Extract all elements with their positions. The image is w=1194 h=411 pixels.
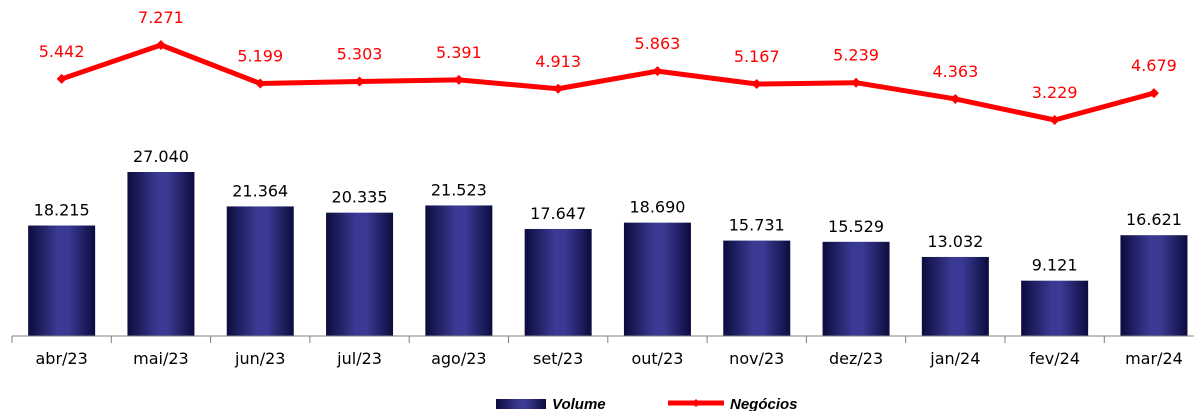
negocios-point: [1148, 88, 1159, 99]
volume-value-label: 20.335: [332, 188, 388, 207]
category-label: out/23: [631, 349, 683, 368]
volume-bar: [226, 206, 294, 336]
category-label: jan/24: [929, 349, 980, 368]
negocios-point: [950, 93, 961, 104]
legend-negocios-marker: [692, 399, 700, 407]
negocios-point: [56, 73, 67, 84]
category-label: fev/24: [1029, 349, 1080, 368]
legend: Volume Negócios: [496, 396, 798, 411]
negocios-point: [652, 66, 663, 77]
volume-value-label: 21.523: [431, 180, 487, 199]
negocios-value-label: 5.391: [436, 43, 482, 62]
negocios-point: [354, 76, 365, 87]
negocios-series-line: [60, 42, 1155, 123]
negocios-point: [1049, 115, 1060, 125]
negocios-value-label: 3.229: [1032, 83, 1078, 102]
x-axis: abr/23 mai/23 jun/23 jul/23 ago/23 set/23 out/…: [11, 335, 1194, 368]
category-label: jul/23: [336, 349, 382, 368]
legend-volume-label: Volume: [552, 396, 606, 411]
negocios-value-label: 7.271: [138, 8, 184, 27]
negocios-value-label: 4.913: [535, 52, 581, 71]
negocios-value-label: 4.363: [932, 62, 978, 81]
legend-item-volume: Volume: [496, 396, 606, 411]
negocios-value-label: 5.442: [39, 42, 85, 61]
category-label: mai/23: [133, 349, 189, 368]
volume-bar: [1120, 235, 1188, 336]
negocios-point: [155, 40, 166, 50]
volume-bar: [921, 256, 989, 336]
volume-value-label: 15.529: [828, 217, 884, 236]
volume-bar: [723, 240, 791, 336]
category-label: mar/24: [1125, 349, 1183, 368]
category-label: nov/23: [729, 349, 784, 368]
legend-item-negocios: Negócios: [668, 396, 798, 411]
negocios-point: [255, 78, 266, 89]
volume-value-label: 27.040: [133, 147, 189, 166]
negocios-point: [453, 74, 464, 85]
negocios-value-label: 5.199: [237, 46, 283, 65]
volume-value-label: 9.121: [1032, 256, 1078, 275]
category-label: abr/23: [36, 349, 88, 368]
category-label: ago/23: [431, 349, 487, 368]
legend-volume-swatch: [496, 399, 546, 409]
negocios-value-label: 5.167: [734, 47, 780, 66]
volume-value-label: 17.647: [530, 204, 586, 223]
volume-value-label: 18.690: [629, 198, 685, 217]
negocios-point: [553, 83, 564, 94]
negocios-line: 5.442 7.271 5.199 5.303 5.391 4.913 5.863 5.167…: [39, 8, 1177, 125]
negocios-value-label: 5.863: [635, 34, 681, 53]
volume-bar: [623, 222, 691, 336]
category-label: jun/23: [234, 349, 285, 368]
category-label: set/23: [533, 349, 583, 368]
volume-bar: [28, 225, 96, 336]
volume-bar: [524, 228, 592, 336]
volume-bar: [425, 205, 493, 336]
volume-bar: [822, 241, 890, 336]
negocios-value-label: 5.239: [833, 46, 879, 65]
volume-bar: [127, 172, 195, 336]
negocios-value-label: 5.303: [337, 45, 383, 64]
negocios-value-label: 4.679: [1131, 56, 1177, 75]
volume-value-label: 15.731: [729, 216, 785, 235]
volume-value-label: 13.032: [927, 232, 983, 251]
volume-value-label: 21.364: [232, 181, 288, 200]
volume-value-label: 18.215: [34, 201, 90, 220]
negocios-point: [751, 79, 762, 90]
category-label: dez/23: [829, 349, 883, 368]
volume-value-label: 16.621: [1126, 210, 1182, 229]
legend-negocios-label: Negócios: [730, 396, 798, 411]
negocios-point: [851, 77, 862, 88]
volume-bar: [326, 212, 394, 336]
volume-bar: [1021, 280, 1089, 336]
volume-bars: 18.215 27.040 21.364 20.335 21.523 17.647 18.6…: [28, 147, 1188, 336]
